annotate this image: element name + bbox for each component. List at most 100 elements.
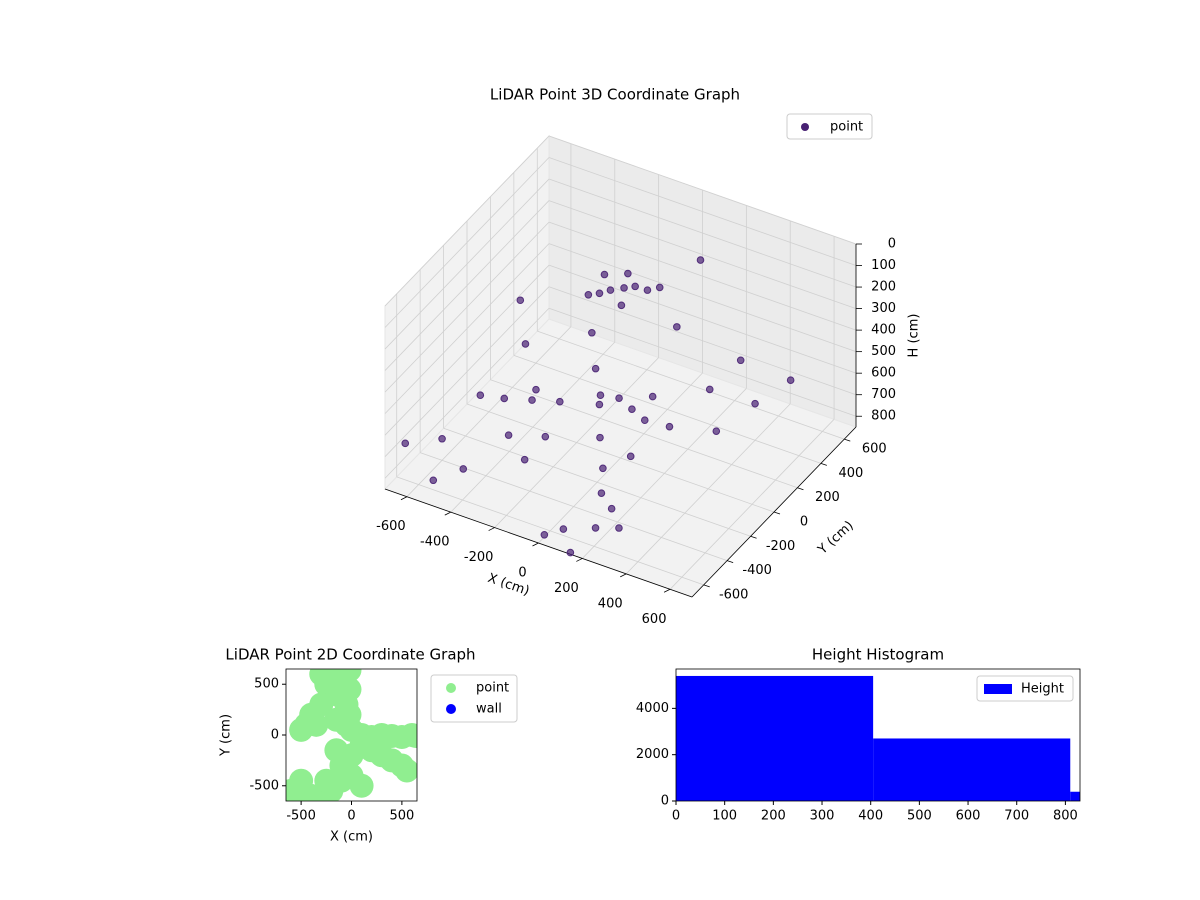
tick-mark [750, 535, 757, 539]
y-axis-label: Y (cm) [219, 714, 234, 757]
point [337, 677, 362, 702]
y-tick-label: -400 [742, 563, 772, 578]
tick-mark [773, 511, 781, 515]
point [628, 405, 636, 413]
grid-line [384, 200, 550, 371]
grid-line [384, 135, 550, 307]
y-tick-label: 500 [254, 677, 279, 692]
x-tick-label: 0 [672, 809, 680, 824]
point [643, 286, 652, 294]
point [429, 476, 438, 485]
point [504, 431, 513, 439]
z-axis-label: H (cm) [907, 314, 922, 358]
x-tick-label: 200 [761, 809, 786, 824]
z-tick-label: 200 [871, 280, 896, 295]
tick-mark [820, 463, 827, 466]
legend-marker [446, 704, 456, 714]
x-tick-label: 800 [1053, 809, 1078, 824]
grid-line [548, 286, 857, 396]
point [532, 385, 540, 394]
tick-mark [400, 496, 408, 501]
point [607, 504, 616, 513]
x-tick-label: 300 [810, 809, 835, 824]
point [606, 286, 615, 294]
grid-line [384, 243, 550, 414]
point [712, 427, 721, 435]
x-tick-label: 500 [907, 809, 932, 824]
tick-mark [444, 511, 451, 516]
point [521, 340, 530, 348]
tick-mark [844, 438, 851, 442]
point [673, 323, 681, 331]
x-tick-label: 600 [642, 612, 667, 627]
grid-line [384, 264, 550, 436]
chart-title: Height Histogram [812, 646, 944, 664]
point [591, 524, 600, 532]
point [696, 256, 705, 264]
y-tick-label: -200 [766, 539, 796, 554]
point [476, 391, 485, 400]
y-tick-label: 0 [271, 728, 279, 743]
tick-mark [703, 584, 710, 588]
z-tick-label: 0 [888, 237, 896, 252]
grid-line [537, 330, 845, 440]
grid-line [548, 200, 857, 309]
legend-label: Height [1021, 682, 1064, 697]
grid-line [384, 157, 550, 328]
point [591, 364, 600, 373]
tick-mark [797, 487, 804, 491]
plot-frame [675, 668, 1081, 802]
point [337, 669, 362, 683]
point [401, 439, 410, 448]
tick-mark [663, 588, 671, 593]
legend-marker [801, 123, 809, 131]
y-tick-label: -500 [249, 778, 279, 793]
point [500, 394, 509, 403]
z-tick-label: 600 [871, 366, 896, 381]
point [528, 396, 536, 404]
legend-marker [446, 683, 456, 693]
point [617, 301, 626, 310]
x-tick-label: 100 [712, 809, 737, 824]
legend-box [430, 674, 518, 723]
grid-line [548, 221, 857, 331]
y-tick-label: 600 [862, 442, 887, 457]
point [304, 712, 329, 737]
z-tick-label: 400 [871, 323, 896, 338]
x-tick-label: -400 [420, 535, 450, 550]
x-axis-label: X (cm) [330, 830, 373, 845]
z-tick-label: 100 [871, 258, 896, 273]
point [459, 465, 468, 473]
y-axis [691, 426, 857, 598]
x-tick-label: 400 [598, 596, 623, 611]
grid-line [548, 157, 857, 266]
grid-line [384, 307, 550, 479]
grid-line [420, 452, 728, 561]
point [615, 394, 623, 402]
z-tick-label: 300 [871, 301, 896, 316]
legend-box [976, 675, 1074, 702]
grid-line [548, 135, 857, 245]
tick-mark [727, 560, 734, 563]
grid-line [396, 476, 704, 586]
x-tick-label: 200 [554, 581, 579, 596]
point [599, 464, 607, 473]
x-tick-label: -600 [376, 519, 406, 534]
x-tick-label: 600 [956, 809, 981, 824]
y-axis-label: Y (cm) [815, 518, 857, 558]
point [597, 489, 606, 497]
x-tick-label: -200 [464, 550, 494, 565]
bar [873, 738, 1071, 801]
x-tick-label: -500 [286, 809, 316, 824]
tick-mark [576, 558, 583, 562]
grid-line [466, 403, 775, 513]
x-axis [384, 488, 693, 598]
point [596, 391, 605, 400]
point [705, 385, 714, 394]
y-tick-label: 4000 [636, 701, 669, 716]
grid-line [384, 286, 550, 457]
grid-line [548, 307, 857, 417]
point [349, 773, 374, 798]
